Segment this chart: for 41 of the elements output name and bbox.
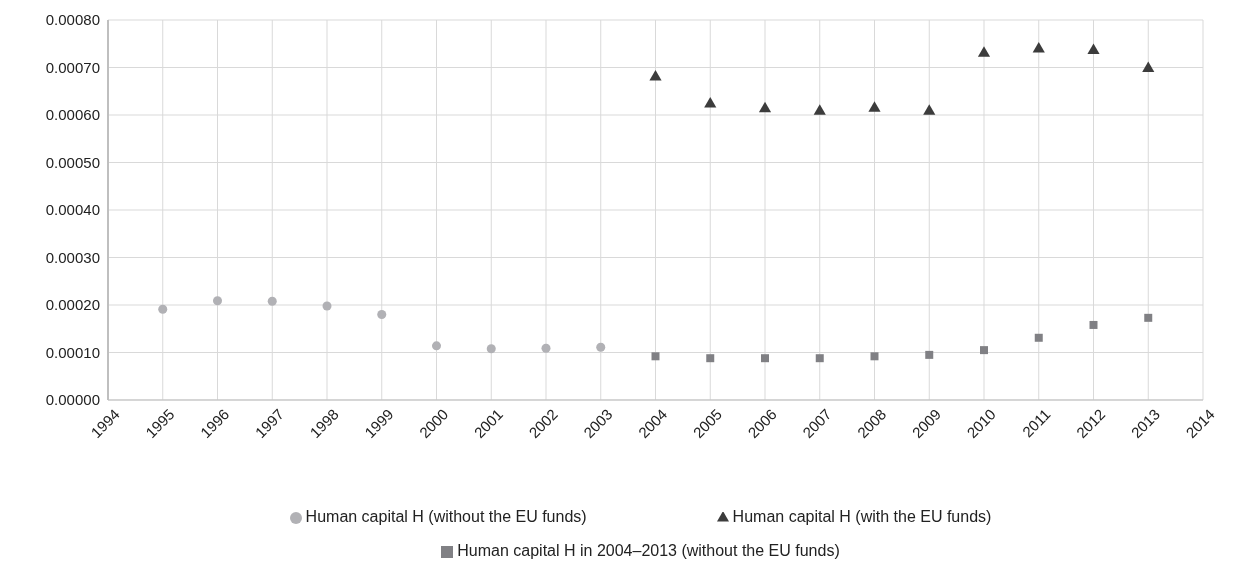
legend-label: Human capital H (without the EU funds) [305, 508, 587, 525]
point [649, 69, 662, 81]
point [377, 309, 387, 320]
point [322, 301, 332, 311]
point [651, 352, 660, 361]
y-tick-label: 0.00070 [45, 58, 100, 76]
legend-label: Human capital H (with the EU funds) [732, 508, 992, 525]
point [541, 343, 551, 353]
y-tick-label: 0.00020 [45, 296, 100, 314]
y-tick-label: 0.00000 [45, 391, 100, 409]
point [486, 344, 496, 354]
y-tick-label: 0.00080 [45, 11, 100, 29]
point [815, 354, 824, 363]
y-tick-label: 0.00030 [45, 248, 100, 266]
legend-label: Human capital H in 2004–2013 (without the EU funds) [457, 542, 840, 559]
point [923, 104, 936, 115]
point [925, 350, 934, 359]
y-tick-label: 0.00010 [45, 343, 100, 361]
point [977, 46, 991, 57]
y-tick-label: 0.00050 [45, 153, 100, 171]
point [758, 101, 772, 113]
point [596, 342, 606, 352]
point [980, 346, 988, 355]
point [870, 352, 879, 361]
point [813, 104, 826, 115]
point [704, 97, 717, 108]
point [1034, 333, 1043, 342]
y-tick-label: 0.00040 [45, 201, 100, 219]
point [1142, 61, 1155, 72]
point [267, 296, 277, 306]
point [1032, 41, 1045, 53]
point [212, 296, 223, 306]
y-tick-label: 0.00060 [45, 106, 100, 124]
point [1087, 43, 1100, 54]
point [158, 304, 168, 314]
point [706, 354, 715, 363]
point [868, 101, 881, 112]
point [1089, 320, 1098, 329]
point [761, 354, 769, 363]
point [1144, 313, 1153, 322]
point [431, 341, 442, 351]
